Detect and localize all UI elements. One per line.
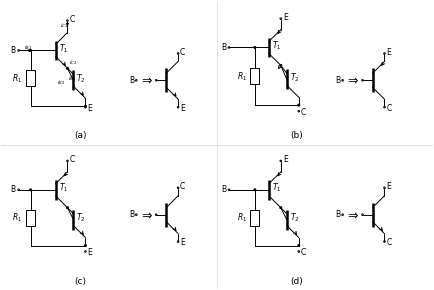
- Text: $T_2$: $T_2$: [76, 72, 86, 85]
- Text: (a): (a): [74, 131, 87, 140]
- Circle shape: [30, 50, 31, 51]
- Text: $\Rightarrow$: $\Rightarrow$: [345, 208, 360, 221]
- Text: $T_1$: $T_1$: [59, 182, 68, 194]
- Text: C: C: [301, 248, 306, 257]
- Circle shape: [280, 207, 282, 209]
- Text: E: E: [386, 48, 391, 57]
- Circle shape: [254, 189, 256, 191]
- Circle shape: [67, 68, 68, 69]
- Text: E: E: [386, 182, 391, 191]
- Text: B: B: [10, 46, 16, 55]
- Bar: [250, 68, 260, 84]
- Text: E: E: [283, 13, 288, 22]
- Text: C: C: [180, 48, 185, 57]
- Text: B: B: [129, 210, 134, 219]
- Circle shape: [298, 245, 299, 246]
- Text: (b): (b): [290, 131, 303, 140]
- Text: C: C: [301, 108, 306, 117]
- Text: $R_1$: $R_1$: [13, 211, 23, 224]
- Text: $\Rightarrow$: $\Rightarrow$: [139, 208, 153, 221]
- Circle shape: [280, 65, 282, 66]
- Text: $i_{B2}$: $i_{B2}$: [57, 78, 66, 87]
- Circle shape: [298, 104, 299, 106]
- Text: C: C: [180, 182, 185, 191]
- Text: B: B: [129, 76, 134, 85]
- Text: $T_1$: $T_1$: [272, 39, 281, 52]
- Text: $T_1$: $T_1$: [272, 182, 281, 194]
- Circle shape: [30, 189, 31, 191]
- Text: (d): (d): [290, 277, 303, 286]
- Text: B: B: [221, 185, 226, 194]
- Text: B: B: [10, 185, 16, 194]
- Text: $i_{B2}$: $i_{B2}$: [69, 74, 77, 83]
- Circle shape: [67, 207, 68, 209]
- Text: C: C: [386, 238, 392, 247]
- Text: $T_1$: $T_1$: [59, 42, 68, 55]
- Text: B: B: [335, 210, 341, 219]
- Text: C: C: [69, 155, 75, 164]
- Circle shape: [254, 47, 256, 48]
- Text: $T_2$: $T_2$: [290, 211, 299, 224]
- Text: $i_{C2}$: $i_{C2}$: [69, 58, 78, 67]
- Text: C: C: [69, 15, 75, 24]
- Bar: [26, 70, 35, 86]
- Bar: [26, 210, 35, 226]
- Text: $T_2$: $T_2$: [290, 71, 299, 84]
- Circle shape: [85, 245, 86, 246]
- Text: $R_1$: $R_1$: [237, 211, 247, 224]
- Text: $R_1$: $R_1$: [13, 72, 23, 85]
- Text: E: E: [180, 238, 185, 247]
- Text: $T_2$: $T_2$: [76, 211, 86, 224]
- Text: E: E: [87, 104, 92, 113]
- Text: $i_{B1}$: $i_{B1}$: [23, 43, 32, 52]
- Bar: [250, 210, 260, 226]
- Text: E: E: [87, 248, 92, 257]
- Text: E: E: [180, 104, 185, 113]
- Text: $\Rightarrow$: $\Rightarrow$: [345, 74, 360, 87]
- Text: $\Rightarrow$: $\Rightarrow$: [139, 74, 153, 87]
- Circle shape: [85, 105, 86, 107]
- Text: B: B: [221, 43, 226, 52]
- Text: C: C: [386, 104, 392, 113]
- Text: E: E: [283, 155, 288, 164]
- Text: $R_1$: $R_1$: [237, 70, 247, 83]
- Text: B: B: [335, 76, 341, 85]
- Text: (c): (c): [75, 277, 86, 286]
- Text: $i_{C1}$: $i_{C1}$: [59, 21, 68, 30]
